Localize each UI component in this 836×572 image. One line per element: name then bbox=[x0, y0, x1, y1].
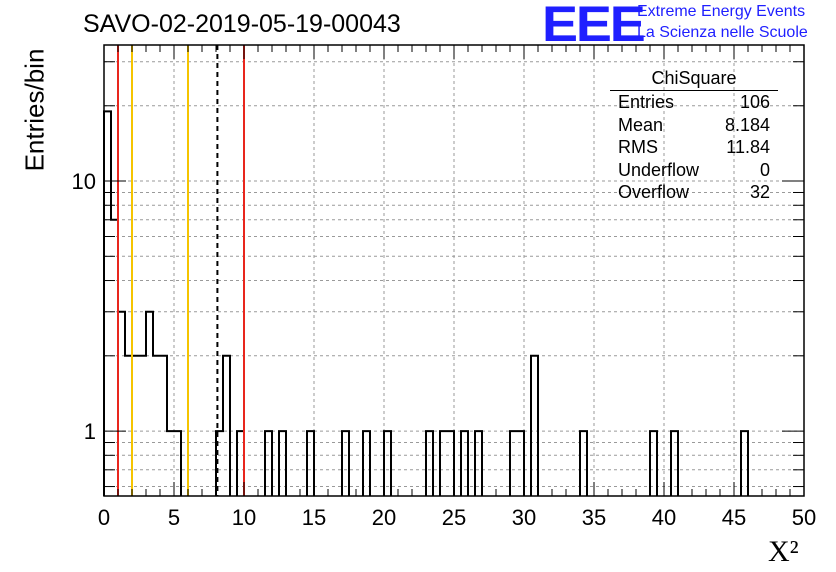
histogram-bin bbox=[125, 356, 132, 496]
stats-label: Entries bbox=[618, 92, 675, 112]
logo-line-2: La Scienza nelle Scuole bbox=[637, 24, 808, 41]
x-tick-label: 0 bbox=[98, 505, 110, 530]
stats-row-entries: Entries 106 bbox=[610, 91, 778, 114]
y-tick-label: 10 bbox=[72, 169, 96, 194]
x-tick-label: 5 bbox=[168, 505, 180, 530]
stats-row-underflow: Underflow 0 bbox=[610, 159, 778, 182]
threshold-lines bbox=[117, 45, 245, 496]
histogram-bin bbox=[440, 431, 447, 496]
x-tick-label: 15 bbox=[302, 505, 326, 530]
histogram-bin bbox=[741, 431, 748, 496]
stats-value: 106 bbox=[739, 92, 770, 112]
histogram-bin bbox=[426, 431, 433, 496]
histogram-bin bbox=[132, 356, 139, 496]
stats-row-overflow: Overflow 32 bbox=[610, 181, 778, 204]
x-tick-label: 20 bbox=[372, 505, 396, 530]
histogram bbox=[103, 110, 749, 496]
histogram-bin bbox=[580, 431, 587, 496]
histogram-bin bbox=[279, 431, 286, 496]
x-tick-label: 25 bbox=[442, 505, 466, 530]
logo-line-1: Extreme Energy Events bbox=[637, 3, 806, 20]
histogram-bin bbox=[342, 431, 349, 496]
histogram-bin bbox=[153, 356, 160, 496]
stats-label: Underflow bbox=[618, 159, 700, 180]
histogram-outline bbox=[103, 110, 749, 496]
histogram-bin bbox=[167, 431, 174, 496]
histogram-bin bbox=[139, 356, 146, 496]
histogram-bin bbox=[363, 431, 370, 496]
axes: 0 5 10 15 20 25 30 35 40 45 50 1 10 bbox=[72, 44, 816, 530]
x-tick-label: 30 bbox=[512, 505, 536, 530]
histogram-bin bbox=[510, 431, 517, 496]
histogram-bin bbox=[111, 220, 118, 496]
y-axis-label: Entries/bin bbox=[19, 48, 50, 172]
stats-row-rms: RMS 11.84 bbox=[610, 136, 778, 159]
y-tick-label: 1 bbox=[84, 419, 96, 444]
histogram-bin bbox=[671, 431, 678, 496]
histogram-bin bbox=[160, 356, 167, 496]
histogram-bin bbox=[307, 431, 314, 496]
stats-label: Mean bbox=[618, 114, 664, 135]
stats-value: 8.184 bbox=[724, 114, 770, 135]
histogram-bin bbox=[223, 356, 230, 496]
histogram-bin bbox=[517, 431, 524, 496]
x-axis-label: X² bbox=[768, 535, 799, 568]
x-tick-label: 35 bbox=[582, 505, 606, 530]
histogram-bin bbox=[447, 431, 454, 496]
histogram-bin bbox=[104, 111, 111, 496]
histogram-bin bbox=[384, 431, 391, 496]
histogram-bin bbox=[118, 312, 125, 496]
histogram-bin bbox=[265, 431, 272, 496]
histogram-bin bbox=[461, 431, 468, 496]
histogram-bin bbox=[146, 312, 153, 496]
stats-row-mean: Mean 8.184 bbox=[610, 114, 778, 137]
stats-label: RMS bbox=[618, 137, 658, 157]
x-tick-label: 45 bbox=[722, 505, 746, 530]
histogram-bin bbox=[174, 431, 181, 496]
histogram-bin bbox=[531, 356, 538, 496]
histogram-bin bbox=[237, 431, 244, 496]
stats-label: Overflow bbox=[618, 182, 690, 202]
chart-title: SAVO-02-2019-05-19-00043 bbox=[83, 10, 401, 38]
eee-logo-mark: EEE bbox=[542, 0, 646, 52]
stats-value: 32 bbox=[749, 182, 770, 202]
stats-value: 0 bbox=[759, 159, 770, 180]
x-tick-label: 40 bbox=[652, 505, 676, 530]
stats-box: ChiSquare Entries 106 Mean 8.184 RMS 11.… bbox=[610, 66, 778, 204]
histogram-bin bbox=[475, 431, 482, 496]
histogram-bin bbox=[650, 431, 657, 496]
stats-value: 11.84 bbox=[726, 137, 770, 157]
x-tick-label: 10 bbox=[232, 505, 256, 530]
x-tick-label: 50 bbox=[792, 505, 816, 530]
stats-title: ChiSquare bbox=[610, 66, 778, 91]
